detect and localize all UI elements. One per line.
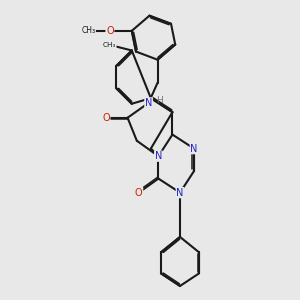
Text: O: O [135,188,142,198]
Text: CH₃: CH₃ [81,26,95,35]
Text: N: N [190,144,198,154]
Text: N: N [176,188,184,198]
Text: O: O [102,113,110,123]
Text: N: N [155,151,162,161]
Text: H: H [156,96,163,105]
Text: N: N [145,98,152,108]
Text: CH₃: CH₃ [103,42,116,48]
Text: O: O [106,26,114,36]
